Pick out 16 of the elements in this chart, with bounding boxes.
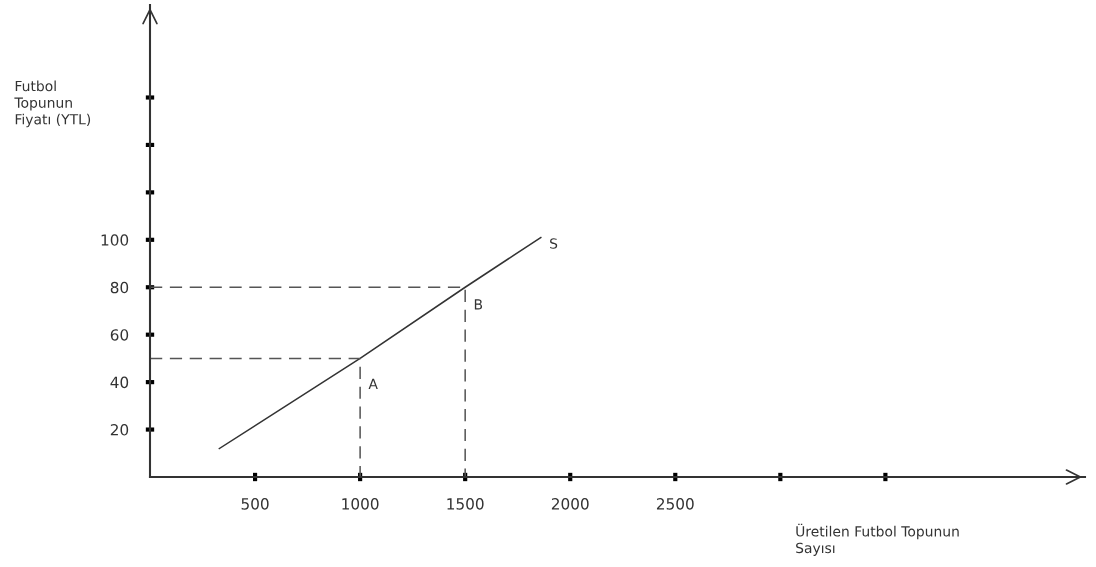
y-tick-label: 60 bbox=[110, 329, 129, 341]
x-tick-label: 1000 bbox=[342, 498, 379, 510]
x-tick-label: 2500 bbox=[656, 498, 694, 510]
x-axis-title: Üretilen Futbol Topunun Sayısı bbox=[796, 523, 959, 556]
y-tick-label: 40 bbox=[110, 376, 129, 389]
x-tick-label: 500 bbox=[241, 498, 269, 510]
y-tick-label: 20 bbox=[110, 424, 129, 436]
annotation: B bbox=[474, 299, 483, 310]
y-tick-label: 80 bbox=[110, 281, 129, 294]
x-tick-label: 1500 bbox=[447, 498, 484, 510]
y-axis-title: Futbol Topunun Fiyatı (YTL) bbox=[14, 80, 91, 128]
x-tick-label: 2000 bbox=[551, 498, 589, 510]
annotation: A bbox=[368, 378, 378, 389]
y-tick-label: 100 bbox=[101, 234, 129, 246]
line-series bbox=[218, 236, 542, 450]
annotation: S bbox=[550, 238, 558, 249]
